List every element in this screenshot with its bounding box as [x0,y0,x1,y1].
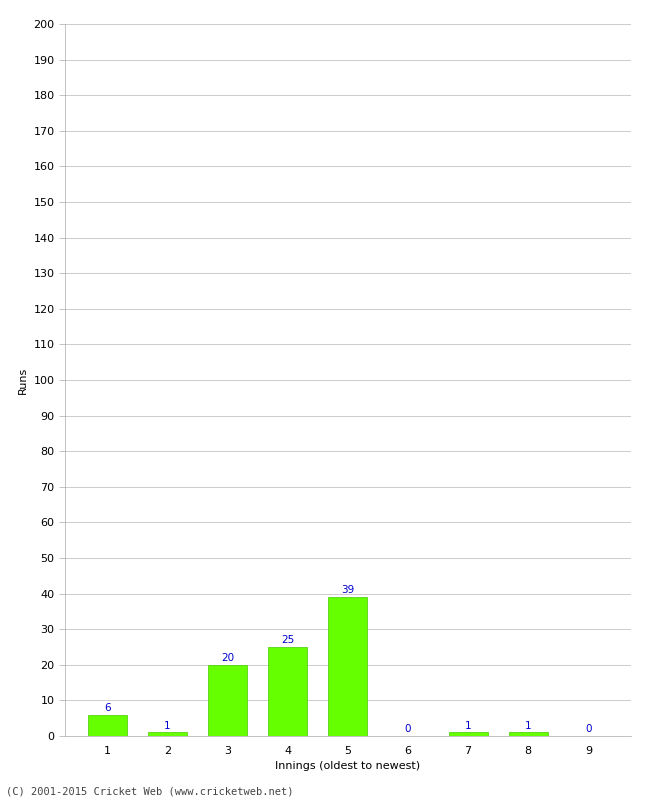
Text: 0: 0 [405,724,411,734]
Text: 0: 0 [585,724,592,734]
X-axis label: Innings (oldest to newest): Innings (oldest to newest) [275,762,421,771]
Text: 1: 1 [465,721,471,730]
Bar [448,733,488,736]
Bar [208,665,247,736]
Bar [88,714,127,736]
Bar [509,733,548,736]
Text: 6: 6 [104,703,110,713]
Text: 25: 25 [281,635,294,646]
Text: 1: 1 [525,721,532,730]
Bar [328,597,367,736]
Text: 39: 39 [341,586,354,595]
Text: 1: 1 [164,721,170,730]
Bar [148,733,187,736]
Bar [268,647,307,736]
Text: (C) 2001-2015 Cricket Web (www.cricketweb.net): (C) 2001-2015 Cricket Web (www.cricketwe… [6,787,294,797]
Y-axis label: Runs: Runs [18,366,28,394]
Text: 20: 20 [221,653,234,663]
